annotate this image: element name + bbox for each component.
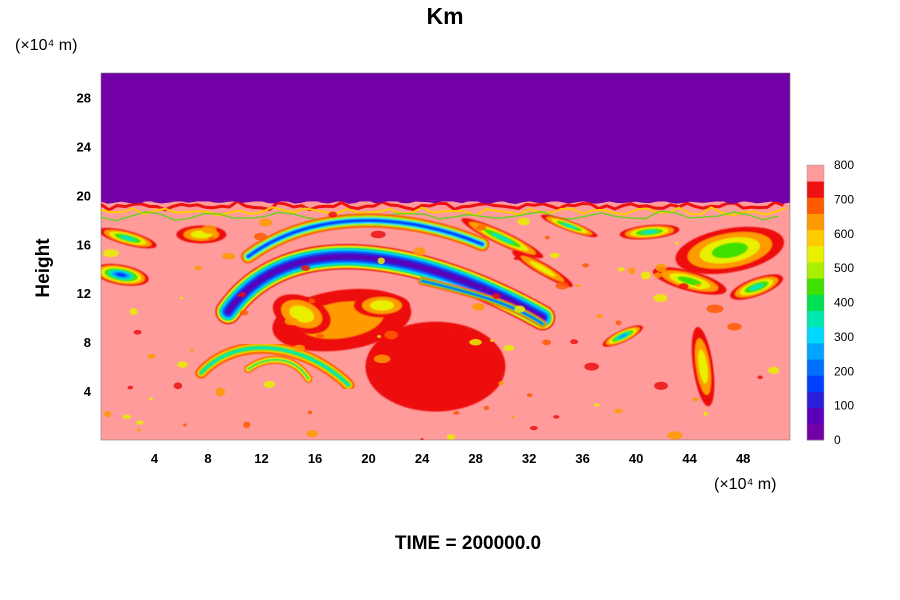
y-tick-label: 8 [84, 335, 91, 350]
colorbar-tick-label: 700 [834, 192, 854, 206]
y-tick-label: 24 [77, 139, 92, 154]
upper-mid-streak-3 [512, 250, 573, 287]
y-tick-label: 16 [77, 237, 91, 252]
colorbar-swatch [807, 342, 824, 360]
colorbar-swatch [807, 423, 824, 441]
colorbar-tick-label: 800 [834, 158, 854, 172]
y-axis-unit: (×10⁴ m) [15, 37, 77, 54]
x-tick-label: 12 [254, 451, 268, 466]
x-tick-label: 24 [415, 451, 430, 466]
x-tick-label: 36 [575, 451, 589, 466]
x-tick-label: 16 [308, 451, 322, 466]
interface-edge [101, 197, 790, 222]
main-blue-band [215, 213, 556, 331]
x-axis-ticks: 4 8 12 16 20 24 28 32 36 40 44 48 [151, 451, 751, 466]
left-yellow-patch [176, 225, 227, 244]
central-lower-blob-core [425, 327, 486, 369]
colorbar-border [806, 164, 825, 441]
colorbar-swatch [807, 375, 824, 392]
y-tick-label: 28 [77, 90, 91, 105]
y-tick-label: 4 [84, 384, 92, 399]
y-tick-label: 12 [77, 286, 91, 301]
right-turbulent-patch [675, 226, 785, 275]
x-axis-unit: (×10⁴ m) [714, 476, 776, 493]
colorbar-tick-label: 600 [834, 227, 854, 241]
colorbar-swatch [807, 181, 824, 198]
colorbar-swatch [807, 213, 824, 231]
colorbar-swatch [807, 262, 824, 279]
mid-right-streak [602, 325, 643, 347]
colorbar-swatch [807, 407, 824, 425]
heatmap-upper-layer [101, 73, 790, 202]
colorbar-tick-label: 300 [834, 330, 854, 344]
x-tick-label: 28 [468, 451, 482, 466]
colorbar [806, 164, 825, 441]
colorbar-tick-label: 0 [834, 433, 841, 447]
time-footer: TIME = 200000.0 [395, 533, 541, 554]
y-axis-label: Height [33, 238, 54, 298]
heatmap-plot-area [101, 73, 790, 440]
colorbar-tick-labels: 0 100 200 300 400 500 600 700 800 [834, 158, 854, 447]
right-vertical-plume [691, 326, 715, 407]
x-tick-label: 4 [151, 451, 159, 466]
colorbar-swatch [807, 197, 824, 214]
colorbar-swatch [807, 165, 824, 182]
small-specks [102, 211, 780, 440]
colorbar-swatch [807, 391, 824, 409]
x-tick-label: 8 [204, 451, 211, 466]
x-tick-label: 48 [736, 451, 750, 466]
right-turbulent-patch-3 [730, 274, 784, 300]
lower-left-arc [195, 341, 355, 391]
x-tick-label: 40 [629, 451, 643, 466]
colorbar-tick-label: 100 [834, 399, 854, 413]
left-streak-upper [101, 227, 157, 249]
x-tick-label: 32 [522, 451, 536, 466]
right-turbulent-patch-4 [619, 224, 680, 240]
colorbar-tick-label: 200 [834, 364, 854, 378]
y-axis-ticks: 4 8 12 16 20 24 28 [77, 90, 92, 399]
colorbar-swatch [807, 229, 824, 247]
colorbar-tick-label: 500 [834, 261, 854, 275]
colorbar-swatch [807, 326, 824, 344]
x-tick-label: 44 [682, 451, 697, 466]
colorbar-swatch [807, 278, 824, 295]
x-tick-label: 20 [361, 451, 375, 466]
colorbar-swatch [807, 310, 824, 328]
left-blue-streak [101, 263, 149, 286]
upper-mid-streak-2 [541, 214, 598, 238]
plot-border [100, 72, 791, 441]
colorbar-swatch [807, 359, 824, 376]
chart-title: Km [426, 3, 463, 29]
colorbar-swatch [807, 294, 824, 311]
y-tick-label: 20 [77, 188, 91, 203]
colorbar-swatch [807, 245, 824, 263]
mid-turbulent-patch-3 [353, 293, 410, 318]
colorbar-tick-label: 400 [834, 296, 854, 310]
